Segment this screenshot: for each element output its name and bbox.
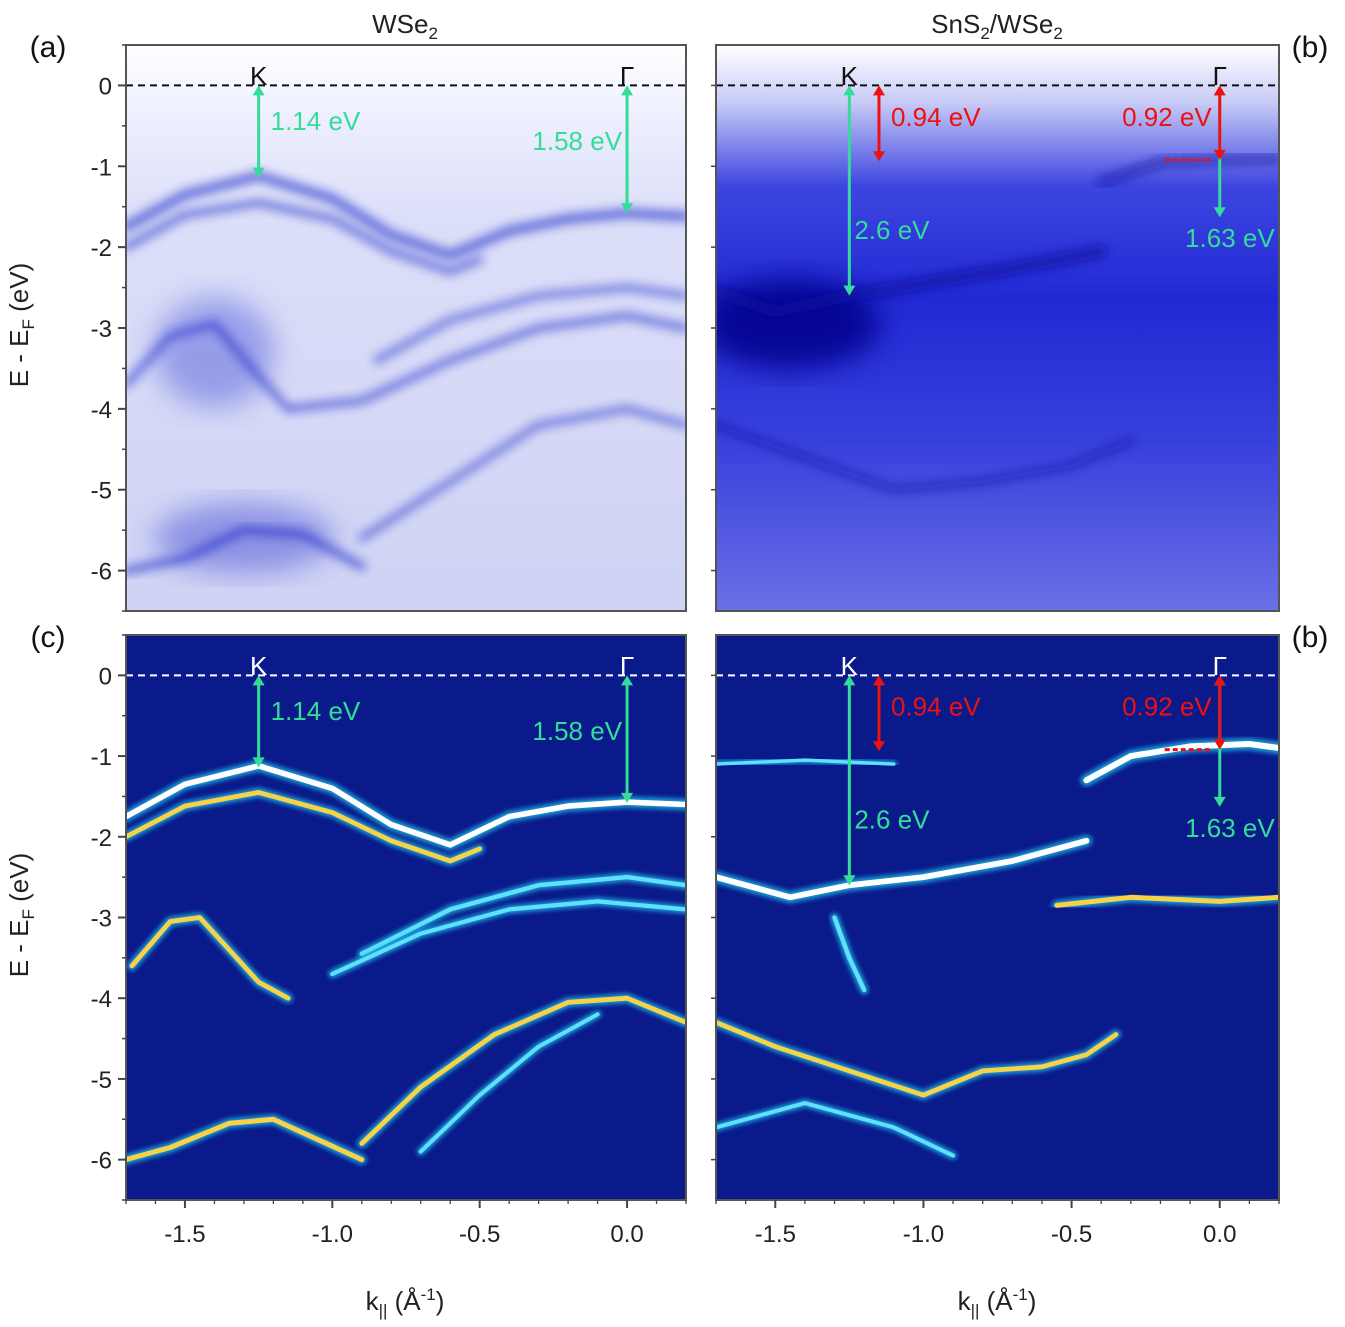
panel-label: (b) <box>1292 621 1329 654</box>
band-vb1b <box>126 198 484 276</box>
panel-1-plot-area <box>126 45 686 611</box>
symmetry-point-gamma: Γ <box>620 651 634 681</box>
gap-label: 0.94 eV <box>891 102 981 132</box>
ytick-label: 0 <box>99 73 112 100</box>
symmetry-point-gamma: Γ <box>1213 61 1227 91</box>
xtick-label: -1.5 <box>164 1221 205 1248</box>
ytick-label: -5 <box>91 478 112 505</box>
gap-arrow-1p14-eV: 1.14 eV <box>252 85 361 178</box>
gap-arrow-0p94-eV: 0.94 eV <box>872 85 981 162</box>
band-vb4b <box>418 1012 600 1154</box>
band-top <box>716 758 896 766</box>
panel-3: K Γ 1.14 eV 1.58 eV (c) 0 -1 -2 -3 -4 -5 -6 -1.5 -1.0… <box>31 621 687 1248</box>
gap-label: 1.63 eV <box>1185 223 1275 253</box>
band-deep <box>716 421 1135 494</box>
gap-arrow-1p58-eV: 1.58 eV <box>532 675 634 803</box>
gap-label: 0.94 eV <box>891 692 981 722</box>
band-vb3 <box>126 311 686 413</box>
gap-arrow-0p92-eV: 0.92 eV <box>1122 85 1226 162</box>
gap-arrow-2p6-eV: 2.6 eV <box>843 675 930 886</box>
gap-arrow-0p94-eV: 0.94 eV <box>872 675 981 752</box>
band-vb2 <box>372 283 686 365</box>
panel-label: (c) <box>31 621 66 654</box>
gap-label: 1.14 eV <box>271 696 361 726</box>
xlabel-right: k|| (Å-1) <box>958 1285 1037 1320</box>
ytick-label: 0 <box>99 663 112 690</box>
ytick-label: -3 <box>91 316 112 343</box>
xtick-label: -1.5 <box>755 1221 796 1248</box>
ytick-label: -6 <box>91 1148 112 1175</box>
panel-label: (a) <box>30 31 67 64</box>
symmetry-point-k: K <box>841 651 859 681</box>
xtick-label: 0.0 <box>610 1221 643 1248</box>
ylabel-top: E - EF (eV) <box>4 263 38 388</box>
xtick-label: -0.5 <box>1051 1221 1092 1248</box>
band-sns2-vb <box>1083 741 1279 784</box>
symmetry-point-k: K <box>250 651 268 681</box>
panel-4-plot-area <box>716 635 1279 1200</box>
band-vb2 <box>359 874 686 956</box>
gap-arrow-2p6-eV: 2.6 eV <box>843 85 930 296</box>
band-flat <box>1054 894 1279 908</box>
panel-4: K Γ 2.6 eV 0.94 eV 1.63 eV 0.92 eV (b) -1.5 -1.0… <box>711 621 1328 1248</box>
xlabel-left: k|| (Å-1) <box>366 1285 445 1320</box>
band-wse2-vb <box>716 245 1107 318</box>
symmetry-point-k: K <box>250 61 268 91</box>
xtick-label: -0.5 <box>459 1221 500 1248</box>
band-vb1b <box>126 790 483 864</box>
band-vb5 <box>126 525 367 575</box>
ytick-label: -4 <box>91 986 112 1013</box>
band-deep <box>716 1020 1119 1098</box>
gap-arrow-1p58-eV: 1.58 eV <box>532 85 634 214</box>
title-sns2-wse2: SnS2/WSe2 <box>931 9 1063 43</box>
band-vb3 <box>129 915 291 1001</box>
panel-1: K Γ 1.14 eV 1.58 eV (a) 0 -1 -2 -3 -4 -5 -6 <box>30 31 687 612</box>
band-vb2b <box>330 899 686 977</box>
symmetry-point-gamma: Γ <box>620 61 634 91</box>
band-wse2-vb <box>716 837 1090 901</box>
ytick-label: -2 <box>91 825 112 852</box>
ytick-label: -2 <box>91 235 112 262</box>
ytick-label: -4 <box>91 397 112 424</box>
xtick-label: -1.0 <box>903 1221 944 1248</box>
gap-label: 1.58 eV <box>532 716 622 746</box>
ytick-label: -5 <box>91 1067 112 1094</box>
band-vb1 <box>126 763 686 848</box>
gap-label: 2.6 eV <box>854 215 930 245</box>
symmetry-point-k: K <box>841 61 859 91</box>
gap-label: 0.92 eV <box>1122 102 1212 132</box>
symmetry-point-gamma: Γ <box>1213 651 1227 681</box>
intensity-blob <box>154 297 275 408</box>
band-deep2 <box>716 1101 956 1158</box>
panel-2-plot-area <box>716 45 1279 611</box>
band-vb1 <box>126 171 686 260</box>
ytick-label: -3 <box>91 906 112 933</box>
xtick-label: 0.0 <box>1203 1221 1236 1248</box>
ytick-label: -1 <box>91 744 112 771</box>
panel-2: K Γ 2.6 eV 0.94 eV 1.63 eV 0.92 eV (b) <box>711 31 1329 612</box>
gap-label: 1.58 eV <box>532 126 622 156</box>
gap-label: 1.14 eV <box>271 106 361 136</box>
gap-arrow-0p92-eV: 0.92 eV <box>1122 675 1226 752</box>
panel-3-plot-area <box>126 635 686 1200</box>
ytick-label: -1 <box>91 154 112 181</box>
gap-label: 0.92 eV <box>1122 692 1212 722</box>
ylabel-bottom: E - EF (eV) <box>4 853 38 978</box>
gap-label: 2.6 eV <box>854 805 930 835</box>
band-vb4 <box>359 995 686 1146</box>
xtick-label: -1.0 <box>312 1221 353 1248</box>
band-vb4 <box>358 405 686 542</box>
title-wse2: WSe2 <box>372 9 438 43</box>
ytick-label: -6 <box>91 559 112 586</box>
panel-label: (b) <box>1292 31 1329 64</box>
gap-label: 1.63 eV <box>1185 813 1275 843</box>
band-vb5 <box>126 1116 365 1163</box>
gap-arrow-1p14-eV: 1.14 eV <box>252 675 361 768</box>
band-drop <box>832 915 867 993</box>
